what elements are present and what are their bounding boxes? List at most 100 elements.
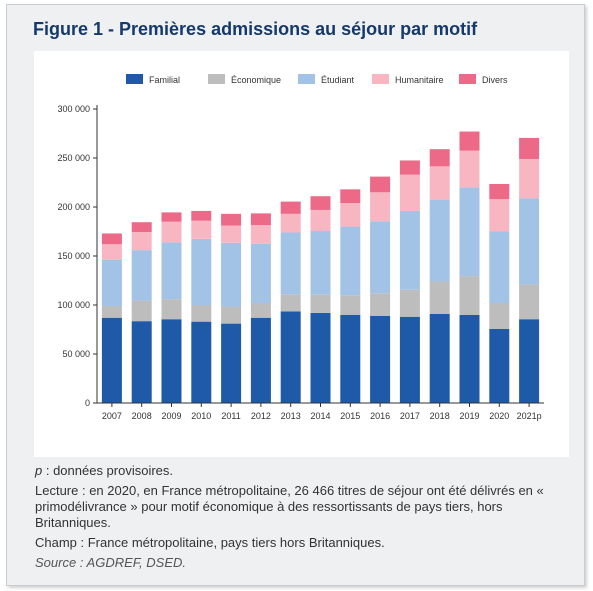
- bar-stack-2011: [221, 213, 242, 403]
- bar-stack-2015: [340, 189, 361, 403]
- legend-swatch-humanitaire: [372, 74, 389, 84]
- bar-etudiant-2008: [131, 250, 152, 301]
- bar-humanitaire-2018: [429, 166, 450, 200]
- y-tick-label: 50 000: [62, 349, 90, 359]
- bar-divers-2020: [489, 183, 510, 200]
- bar-familial-2009: [161, 319, 182, 403]
- bar-familial-2011: [221, 323, 242, 403]
- source-note: Source : AGDREF, DSED.: [35, 555, 186, 570]
- bar-stack-2009: [161, 212, 182, 403]
- x-tick-label: 2013: [281, 411, 301, 421]
- x-tick-label: 2008: [132, 411, 152, 421]
- y-axis: 0 50 000 100 000 150 000 200 000 250 000 300 0…: [57, 104, 98, 408]
- bar-familial-2013: [280, 311, 301, 403]
- bar-humanitaire-2013: [280, 213, 301, 233]
- bar-stack-2021p: [519, 137, 540, 403]
- legend-swatch-familial: [126, 74, 143, 84]
- bar-economique-2017: [399, 289, 420, 317]
- bar-divers-2019: [459, 131, 480, 151]
- bar-etudiant-2010: [191, 238, 212, 305]
- bar-stack-2012: [250, 213, 271, 403]
- bar-divers-2008: [131, 222, 152, 232]
- y-tick-label: 150 000: [57, 251, 90, 261]
- bar-etudiant-2017: [399, 210, 420, 290]
- bar-humanitaire-2009: [161, 221, 182, 243]
- bar-familial-2008: [131, 321, 152, 403]
- bar-humanitaire-2017: [399, 174, 420, 211]
- bar-etudiant-2009: [161, 242, 182, 300]
- legend-swatch-etudiant: [298, 74, 315, 84]
- figure-title: Figure 1 - Premières admissions au séjou…: [33, 19, 478, 39]
- bar-stack-2020: [489, 183, 510, 403]
- bar-stack-2019: [459, 131, 480, 403]
- legend-label-familial: Familial: [149, 75, 180, 85]
- x-tick-label: 2021p: [517, 411, 542, 421]
- x-axis: 2007 2008 2009 2010 2011 2012 2013 2014 2015 2016…: [97, 402, 544, 421]
- bar-humanitaire-2019: [459, 150, 480, 188]
- figure-notes: p : données provisoires. Lecture : en 20…: [35, 463, 575, 575]
- bar-economique-2019: [459, 276, 480, 315]
- reading-note: Lecture : en 2020, en France métropolita…: [35, 483, 544, 530]
- bar-etudiant-2021p: [519, 198, 540, 285]
- bar-humanitaire-2007: [101, 244, 122, 260]
- bar-etudiant-2014: [310, 231, 331, 295]
- x-tick-label: 2010: [191, 411, 211, 421]
- bar-humanitaire-2020: [489, 199, 510, 232]
- x-tick-label: 2015: [340, 411, 360, 421]
- bar-familial-2016: [370, 315, 391, 403]
- bar-economique-2015: [340, 295, 361, 315]
- bar-stack-2014: [310, 196, 331, 403]
- bar-familial-2007: [101, 317, 122, 403]
- x-tick-label: 2014: [310, 411, 330, 421]
- bar-humanitaire-2011: [221, 225, 242, 243]
- bar-etudiant-2011: [221, 242, 242, 307]
- provisional-note: p : données provisoires.: [35, 463, 575, 479]
- scope-note: Champ : France métropolitaine, pays tier…: [35, 535, 385, 550]
- bar-economique-2020: [489, 303, 510, 330]
- bar-familial-2012: [250, 317, 271, 403]
- bar-divers-2018: [429, 149, 450, 167]
- bar-divers-2011: [221, 213, 242, 226]
- bar-divers-2010: [191, 210, 212, 221]
- bar-etudiant-2012: [250, 243, 271, 304]
- bar-familial-2018: [429, 313, 450, 403]
- bar-stack-2013: [280, 201, 301, 403]
- bar-stack-2018: [429, 149, 450, 403]
- bar-humanitaire-2016: [370, 192, 391, 222]
- bar-divers-2012: [250, 213, 271, 226]
- bar-humanitaire-2015: [340, 203, 361, 227]
- chart-container: Familial Économique Étudiant Humanitaire Div…: [34, 51, 569, 457]
- y-tick-label: 100 000: [57, 300, 90, 310]
- bar-etudiant-2019: [459, 187, 480, 277]
- bar-divers-2014: [310, 196, 331, 210]
- bar-etudiant-2013: [280, 232, 301, 295]
- bar-familial-2021p: [519, 319, 540, 403]
- x-tick-label: 2017: [400, 411, 420, 421]
- chart-legend: Familial Économique Étudiant Humanitaire Div…: [126, 74, 508, 85]
- legend-label-economique: Économique: [231, 75, 281, 85]
- bar-familial-2015: [340, 314, 361, 403]
- legend-swatch-divers: [459, 74, 476, 84]
- bar-familial-2017: [399, 316, 420, 403]
- y-tick-label: 250 000: [57, 153, 90, 163]
- bars-group: [101, 131, 540, 403]
- bar-etudiant-2018: [429, 199, 450, 282]
- legend-label-divers: Divers: [482, 75, 508, 85]
- bar-economique-2011: [221, 306, 242, 324]
- bar-humanitaire-2021p: [519, 158, 540, 199]
- provisional-text: : données provisoires.: [42, 463, 174, 478]
- bar-etudiant-2016: [370, 221, 391, 294]
- bar-economique-2013: [280, 294, 301, 312]
- bar-economique-2018: [429, 281, 450, 314]
- bar-etudiant-2020: [489, 231, 510, 304]
- bar-divers-2017: [399, 160, 420, 175]
- x-tick-label: 2011: [221, 411, 240, 421]
- x-tick-label: 2019: [459, 411, 479, 421]
- bar-humanitaire-2012: [250, 225, 271, 244]
- bar-stack-2016: [370, 176, 391, 403]
- stacked-bar-chart: Familial Économique Étudiant Humanitaire Div…: [57, 74, 544, 421]
- bar-economique-2014: [310, 294, 331, 313]
- legend-label-etudiant: Étudiant: [321, 75, 355, 85]
- bar-divers-2009: [161, 212, 182, 222]
- bar-divers-2013: [280, 201, 301, 214]
